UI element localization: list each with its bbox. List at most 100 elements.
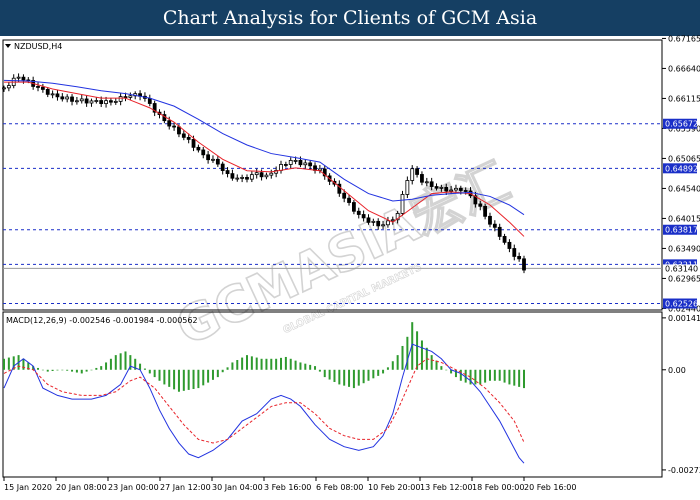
macd-histogram-bar [119,353,122,370]
macd-histogram-bar [493,369,496,381]
candle-body [225,170,230,175]
x-tick-label: 27 Jan 12:00 [160,483,211,492]
macd-histogram-bar [484,369,487,383]
candle-body [147,97,152,104]
candle-body [390,219,395,222]
candle-body [36,86,40,88]
macd-histogram-bar [95,367,98,370]
price-panel [2,39,663,311]
symbol-dropdown-icon[interactable] [5,44,11,48]
macd-histogram-bar [109,358,112,370]
macd-histogram-bar [216,369,219,378]
candle-body [386,220,390,226]
candle-body [191,139,196,148]
candle-body [279,164,283,171]
price-tick-label: 0.62440 [668,304,700,313]
macd-histogram-bar [114,355,117,370]
macd-histogram-bar [304,363,307,370]
moving-average-line [4,81,525,237]
candle-body [259,172,264,178]
price-tick-label: 0.67165 [668,34,700,43]
price-tick-label: 0.66115 [668,94,700,103]
candle-body [245,177,249,180]
candle-body [274,170,279,174]
macd-histogram-bar [357,369,360,386]
macd-histogram-bar [187,369,190,390]
macd-histogram-bar [523,369,525,389]
macd-histogram-bar [294,360,297,370]
candle-body [366,217,371,223]
candle-body [74,100,79,103]
level-price-label: 0.63817 [665,226,698,235]
candle-body [439,186,444,189]
macd-signal-line [3,358,525,444]
macd-histogram-bar [348,369,351,387]
x-tick-label: 13 Feb 12:00 [420,483,472,492]
macd-histogram-bar [391,361,394,370]
candle-body [454,187,458,191]
candle-body [181,133,186,138]
macd-histogram-bar [32,366,35,370]
macd-histogram-bar [143,368,146,370]
candle-body [356,210,361,215]
macd-tick-label: 0.00 [668,366,686,375]
macd-tick-label: 0.001417 [668,314,700,323]
candle-body [298,160,303,166]
level-price-tag [663,118,697,129]
macd-histogram-bar [420,340,423,370]
macd-histogram-bar [450,369,453,374]
macd-histogram-bar [71,369,74,372]
candle-body [429,181,434,187]
x-tick-label: 23 Jan 00:00 [108,483,159,492]
candle-body [415,168,419,175]
candle-body [405,180,410,195]
candle-body [40,86,45,90]
price-tick-label: 0.63490 [668,244,700,253]
candle-body [420,174,424,183]
price-tick-label: 0.64015 [668,214,700,223]
macd-histogram-bar [314,366,317,370]
candle-body [517,256,522,260]
macd-histogram-bar [503,369,506,383]
macd-histogram-bar [105,362,108,370]
macd-histogram-bar [488,369,491,381]
macd-histogram-bar [27,362,30,370]
macd-histogram-bar [323,369,326,378]
macd-histogram-bar [343,369,346,386]
candle-body [502,236,507,243]
macd-histogram-bar [100,366,103,370]
macd-histogram-bar [163,369,166,385]
candle-body [254,172,259,176]
chart-banner: Chart Analysis for Clients of GCM Asia [0,0,700,36]
macd-histogram-bar [158,369,161,381]
macd-histogram-bar [260,358,263,370]
candle-body [79,98,84,102]
macd-histogram-bar [280,357,283,370]
macd-histogram-bar [362,369,365,384]
macd-histogram-bar [513,369,516,386]
candle-body [84,98,89,104]
macd-histogram-bar [134,358,137,370]
candle-body [211,158,215,161]
macd-histogram-bar [430,355,433,370]
candle-body [347,197,351,203]
candle-body [196,146,201,151]
macd-histogram-bar [479,369,482,385]
macd-histogram-bar [498,369,501,381]
candle-body [55,93,60,98]
macd-histogram-bar [168,369,171,387]
candle-body [50,93,55,96]
price-symbol-label: NZDUSD,H4 [14,42,62,51]
macd-histogram-bar [236,360,239,370]
x-tick-label: 15 Jan 2020 [4,483,52,492]
macd-histogram-bar [85,369,88,372]
level-price-label: 0.64892 [665,164,698,173]
macd-histogram-bar [508,369,511,385]
candle-body [322,168,327,177]
macd-histogram-bar [7,357,10,370]
candle-body [269,172,274,176]
candle-body [21,76,26,81]
candle-body [113,100,118,103]
macd-histogram-bar [469,369,472,385]
